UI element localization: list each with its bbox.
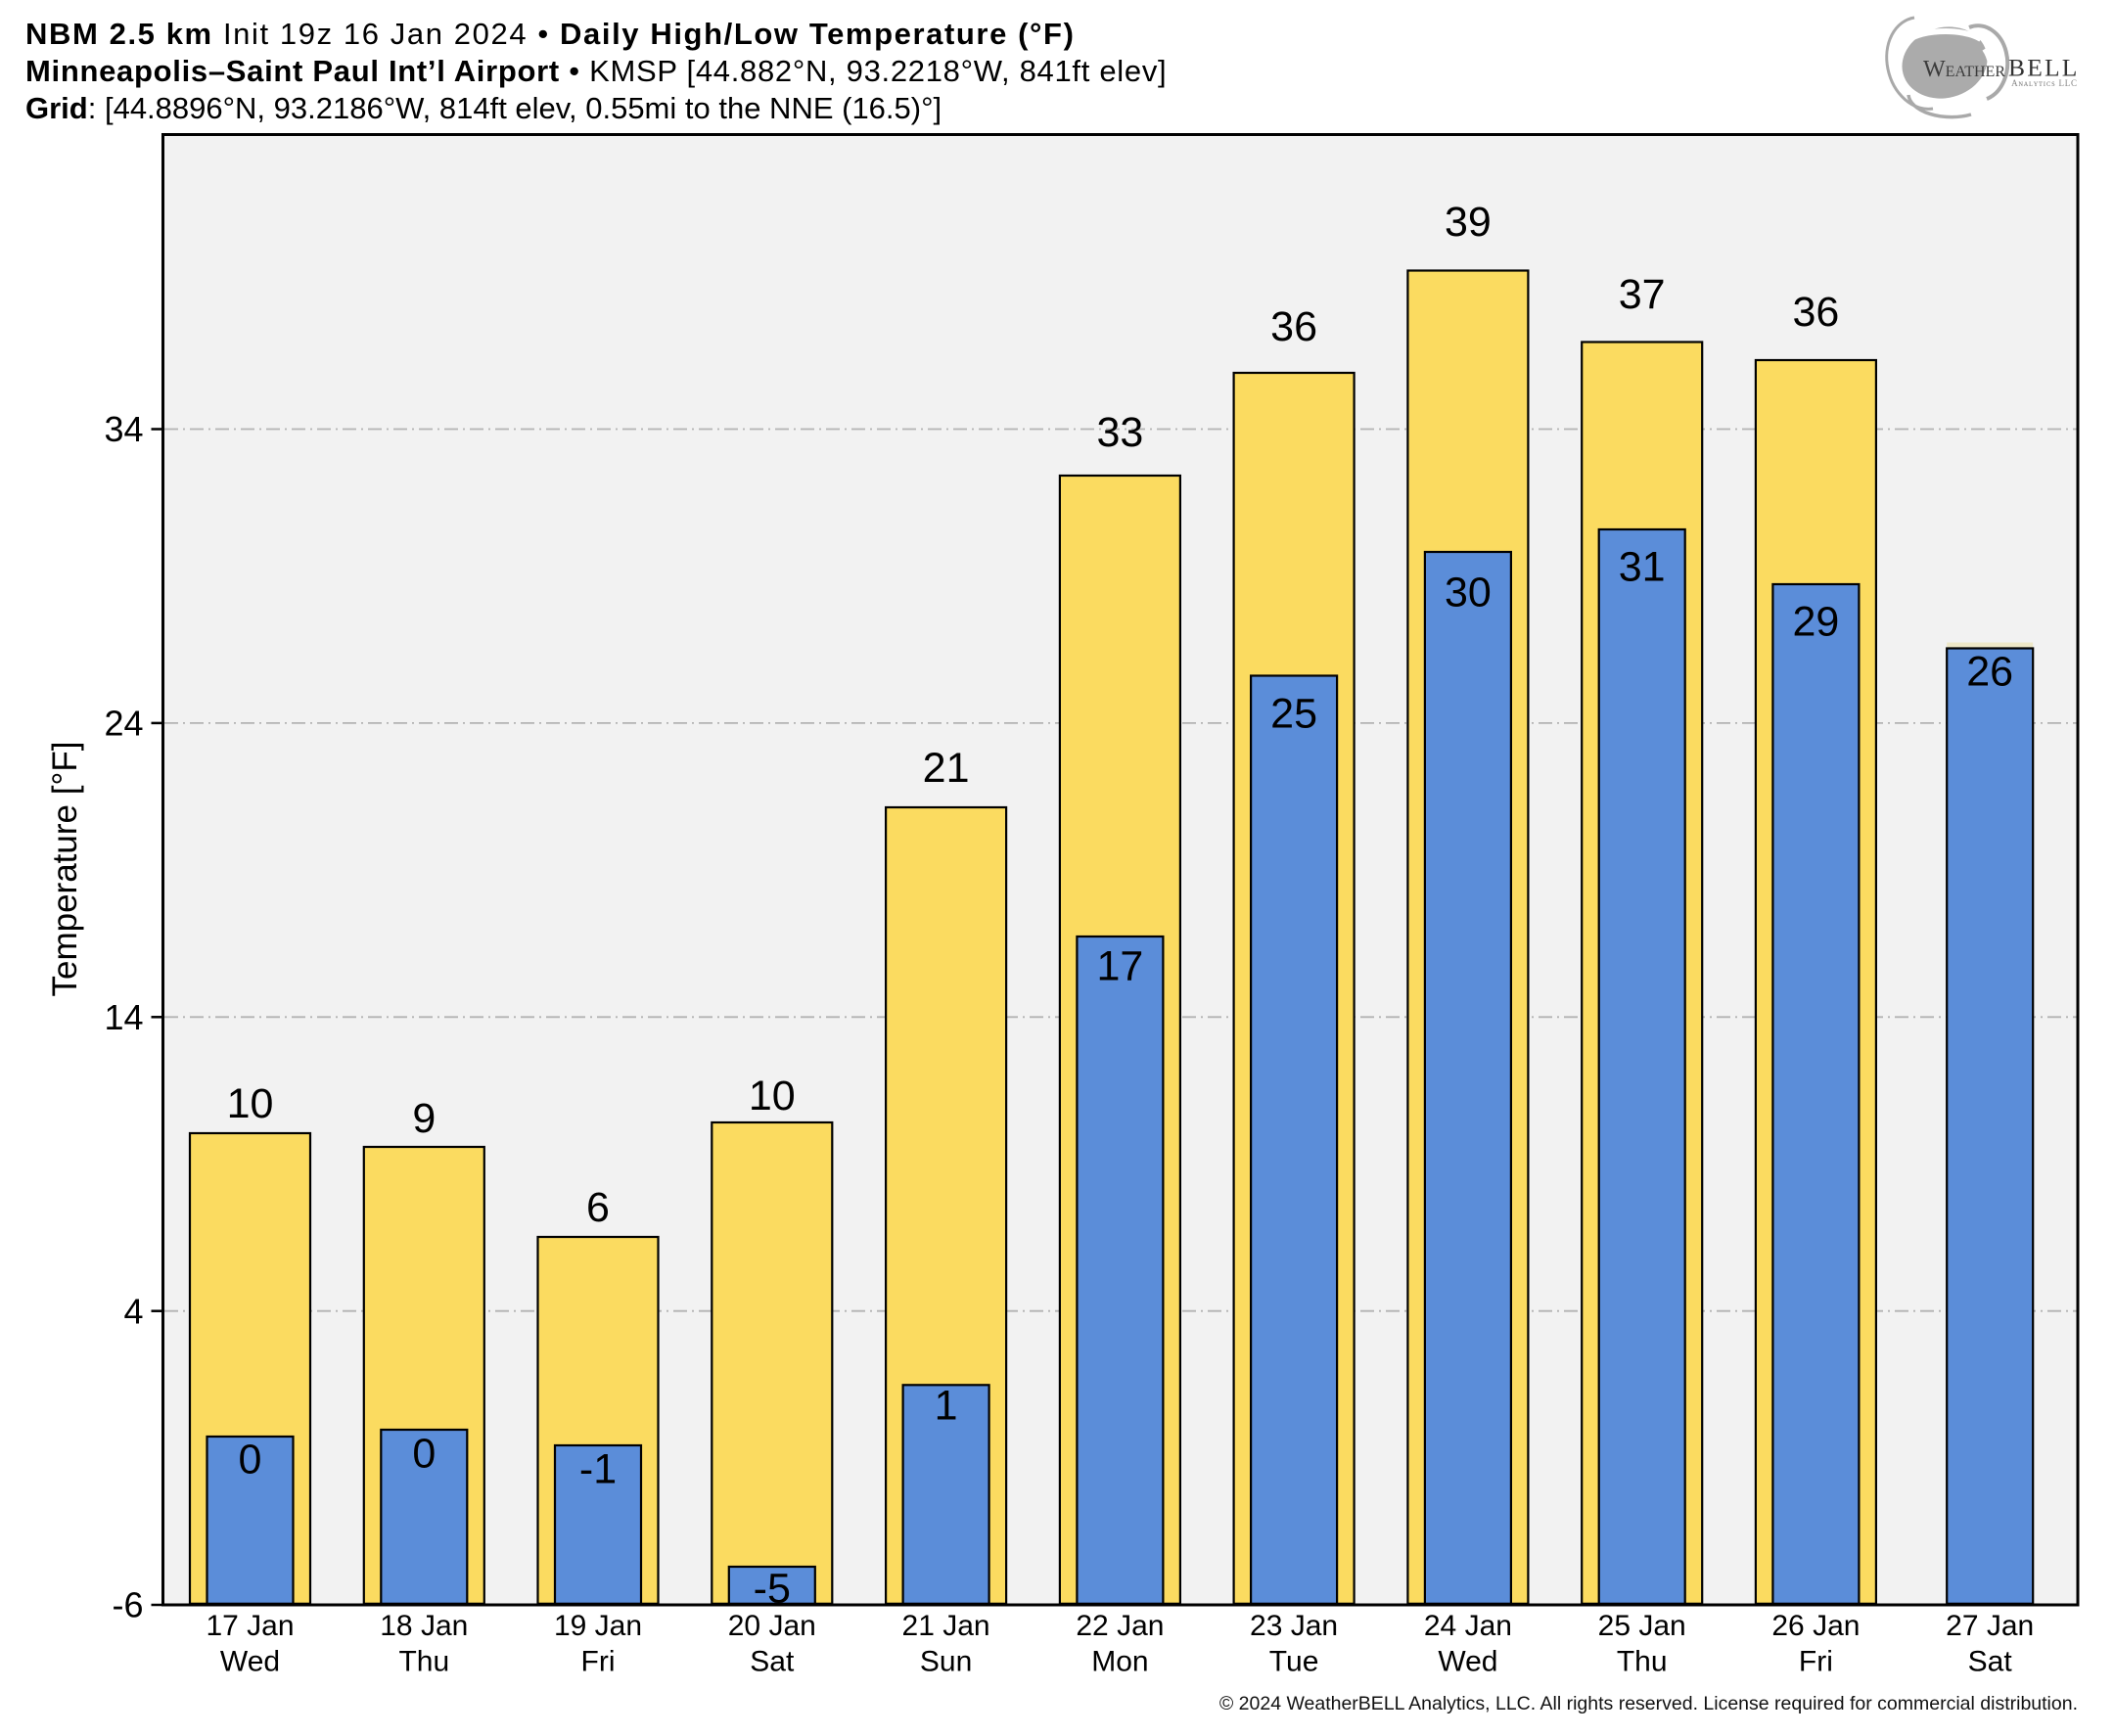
- svg-text:25: 25: [1270, 690, 1317, 737]
- svg-text:4: 4: [123, 1291, 143, 1331]
- svg-text:0: 0: [239, 1436, 262, 1483]
- svg-text:31: 31: [1619, 543, 1666, 590]
- svg-text:23 Jan: 23 Jan: [1250, 1610, 1338, 1642]
- svg-text:Wed: Wed: [220, 1646, 280, 1678]
- svg-text:17 Jan: 17 Jan: [206, 1610, 294, 1642]
- svg-text:26: 26: [1966, 648, 2013, 695]
- svg-text:Mon: Mon: [1091, 1646, 1148, 1678]
- svg-text:Sun: Sun: [920, 1646, 972, 1678]
- svg-text:36: 36: [1792, 289, 1839, 336]
- svg-text:37: 37: [1619, 271, 1666, 318]
- svg-text:0: 0: [412, 1430, 436, 1477]
- svg-text:21 Jan: 21 Jan: [902, 1610, 990, 1642]
- svg-text:6: 6: [586, 1184, 610, 1231]
- svg-text:Sat: Sat: [1968, 1646, 2013, 1678]
- svg-text:17: 17: [1096, 942, 1143, 989]
- svg-text:14: 14: [104, 997, 143, 1037]
- svg-text:20 Jan: 20 Jan: [728, 1610, 816, 1642]
- svg-text:39: 39: [1445, 199, 1492, 246]
- svg-text:NBM 2.5 km Init 19z 16 Jan 202: NBM 2.5 km Init 19z 16 Jan 2024 • Daily …: [25, 17, 1076, 51]
- svg-text:Aɴᴀʟʏᴛɪᴄs LLC: Aɴᴀʟʏᴛɪᴄs LLC: [2011, 78, 2078, 88]
- svg-text:Grid: [44.8896°N, 93.2186°W, 8: Grid: [44.8896°N, 93.2186°W, 814ft elev,…: [25, 91, 942, 125]
- svg-text:22 Jan: 22 Jan: [1076, 1610, 1164, 1642]
- svg-text:10: 10: [749, 1073, 796, 1119]
- svg-text:27 Jan: 27 Jan: [1946, 1610, 2034, 1642]
- svg-text:33: 33: [1096, 409, 1143, 456]
- svg-text:34: 34: [104, 409, 143, 449]
- svg-text:WEATHER: WEATHER: [1923, 57, 2005, 82]
- svg-text:36: 36: [1270, 303, 1317, 350]
- svg-text:-1: -1: [579, 1445, 617, 1492]
- svg-text:Fri: Fri: [1799, 1646, 1833, 1678]
- svg-text:26 Jan: 26 Jan: [1771, 1610, 1860, 1642]
- svg-text:9: 9: [412, 1095, 436, 1142]
- svg-text:Fri: Fri: [581, 1646, 616, 1678]
- svg-text:21: 21: [923, 745, 970, 792]
- svg-text:24: 24: [104, 704, 143, 744]
- svg-text:Thu: Thu: [398, 1646, 449, 1678]
- svg-text:Sat: Sat: [750, 1646, 795, 1678]
- svg-text:10: 10: [227, 1080, 274, 1127]
- svg-text:-6: -6: [112, 1585, 143, 1625]
- svg-text:19 Jan: 19 Jan: [554, 1610, 642, 1642]
- svg-text:25 Jan: 25 Jan: [1598, 1610, 1686, 1642]
- svg-text:1: 1: [935, 1382, 958, 1429]
- svg-text:Thu: Thu: [1617, 1646, 1668, 1678]
- svg-text:Temperature [°F]: Temperature [°F]: [46, 741, 84, 996]
- svg-text:BELL: BELL: [2008, 54, 2080, 82]
- svg-text:© 2024 WeatherBELL Analytics,: © 2024 WeatherBELL Analytics, LLC. All r…: [1219, 1693, 2078, 1714]
- svg-text:Tue: Tue: [1269, 1646, 1319, 1678]
- svg-text:18 Jan: 18 Jan: [380, 1610, 468, 1642]
- svg-text:Wed: Wed: [1438, 1646, 1497, 1678]
- svg-text:30: 30: [1445, 569, 1492, 616]
- svg-text:Minneapolis–Saint Paul Intʼl A: Minneapolis–Saint Paul Intʼl Airport • K…: [25, 54, 1167, 88]
- svg-text:24 Jan: 24 Jan: [1424, 1610, 1512, 1642]
- svg-text:29: 29: [1792, 598, 1839, 645]
